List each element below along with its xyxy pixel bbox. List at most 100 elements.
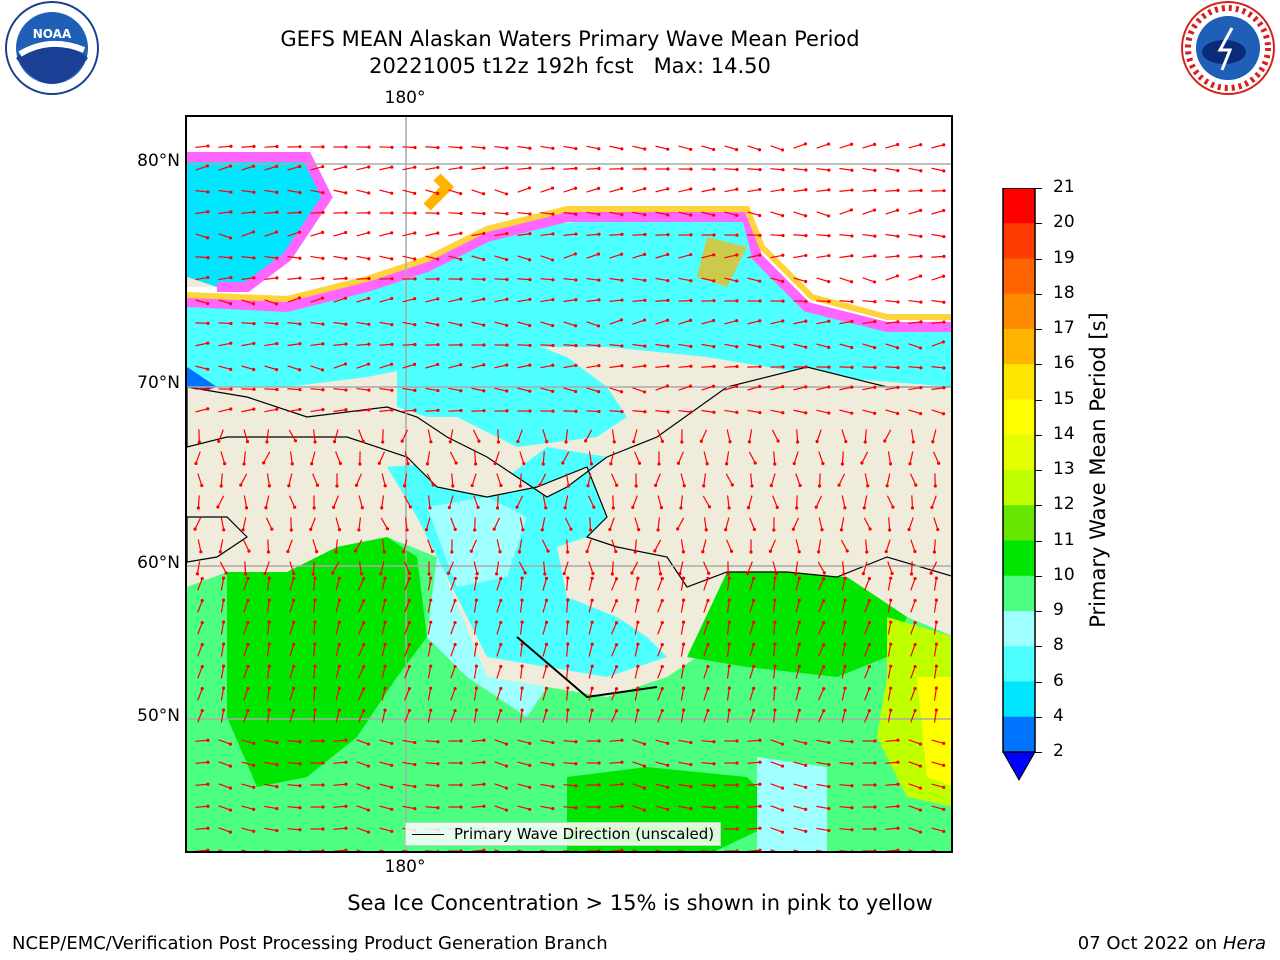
wave-arrow-head [735,299,739,303]
wave-arrow [609,145,622,150]
wave-arrow-head [712,279,716,283]
wave-arrow [264,299,277,305]
wave-arrow-head [573,186,578,190]
wave-arrow-head [596,252,601,256]
wave-arrow-head [229,256,233,260]
wave-arrow [494,278,508,281]
wave-arrow-head [828,850,830,851]
wave-arrow [494,189,507,195]
wave-arrow-head [890,571,894,576]
wave-arrow-head [681,550,686,554]
wave-arrow [195,342,208,347]
wave-arrow [243,710,249,723]
wave-arrow-head [367,231,371,235]
wave-arrow [542,666,548,679]
wave-arrow-head [942,366,946,370]
wave-arrow [909,451,914,464]
wave-arrow-head [822,665,826,669]
wave-arrow [197,644,203,657]
wave-arrow [862,300,876,303]
wave-arrow [631,561,639,574]
wave-arrow-head [515,505,519,509]
wave-arrow-head [804,234,808,238]
wave-arrow [310,343,324,347]
wave-arrow-head [643,278,647,283]
wave-arrow-head [551,343,555,348]
wave-arrow-head [499,642,503,647]
wave-arrow [910,710,916,723]
wave-arrow [448,298,461,303]
lat-label-80: 80°N [137,151,180,171]
wave-arrow [678,761,691,766]
wave-arrow [885,275,898,281]
wave-arrow [862,277,875,283]
wave-arrow-head [620,760,624,764]
wave-arrow [333,297,346,303]
wave-arrow-head [390,296,394,301]
wave-arrow-head [499,576,503,581]
wave-arrow-head [773,642,777,646]
wave-arrow [657,429,663,442]
wave-arrow [448,189,461,195]
wave-arrow-head [200,664,204,669]
wave-arrow-head [735,364,739,369]
wave-arrow-head [332,505,336,509]
wave-arrow-head [407,599,411,603]
wave-arrow-head [427,572,431,576]
wave-arrow [678,343,691,348]
wave-arrow-head [551,409,555,413]
wave-arrow [496,688,502,701]
wave-arrow-head [573,324,578,328]
wave-arrow-head [229,852,232,853]
wave-arrow [773,643,776,657]
colorbar-tick-label: 17 [1053,318,1075,338]
wave-arrow [749,710,755,723]
wave-arrow-head [413,257,417,261]
wave-arrow [356,363,369,369]
wave-arrow-head [702,484,706,488]
wave-arrow [586,233,600,236]
wave-arrow-head [804,188,808,192]
wave-arrow [266,429,270,443]
wave-arrow-head [221,620,226,624]
lat-label-60: 60°N [137,553,180,573]
wave-arrow [864,622,870,635]
wave-arrow [566,539,569,553]
wave-arrow-head [896,254,900,258]
wave-arrow-head [223,462,227,466]
wave-arrow-head [528,807,532,811]
wave-arrow-head [275,740,279,745]
colorbar-segment [1003,223,1035,259]
wave-arrow-head [343,296,348,300]
wave-arrow [726,495,730,509]
wave-arrow-head [474,642,479,646]
wave-arrow-head [505,323,509,327]
wave-arrow-head [891,505,895,509]
wave-arrow [218,849,224,851]
wave-arrow [908,739,921,745]
wave-arrow-head [482,804,486,808]
wave-arrow [289,561,295,574]
wave-arrow-head [362,687,366,691]
wave-arrow [655,805,668,810]
wave-arrow-head [222,528,226,532]
wave-arrow-head [706,686,710,691]
wave-arrow [677,517,685,530]
wave-arrow [289,710,295,723]
wave-arrow [427,622,432,635]
wave-arrow-head [797,550,801,554]
wave-arrow-head [803,142,808,146]
wave-arrow [839,143,852,149]
wave-arrow [335,600,340,613]
wave-arrow [425,146,439,149]
wave-arrow-head [911,440,916,444]
wave-arrow-head [246,686,250,691]
wave-arrow-head [505,363,509,367]
wave-arrow [243,495,248,508]
wave-arrow [908,189,922,192]
wave-arrow-head [706,642,710,647]
wave-arrow-head [633,550,637,554]
wave-arrow-head [884,549,888,554]
wave-arrow-head [804,385,808,389]
colorbar-segment [1003,329,1035,365]
